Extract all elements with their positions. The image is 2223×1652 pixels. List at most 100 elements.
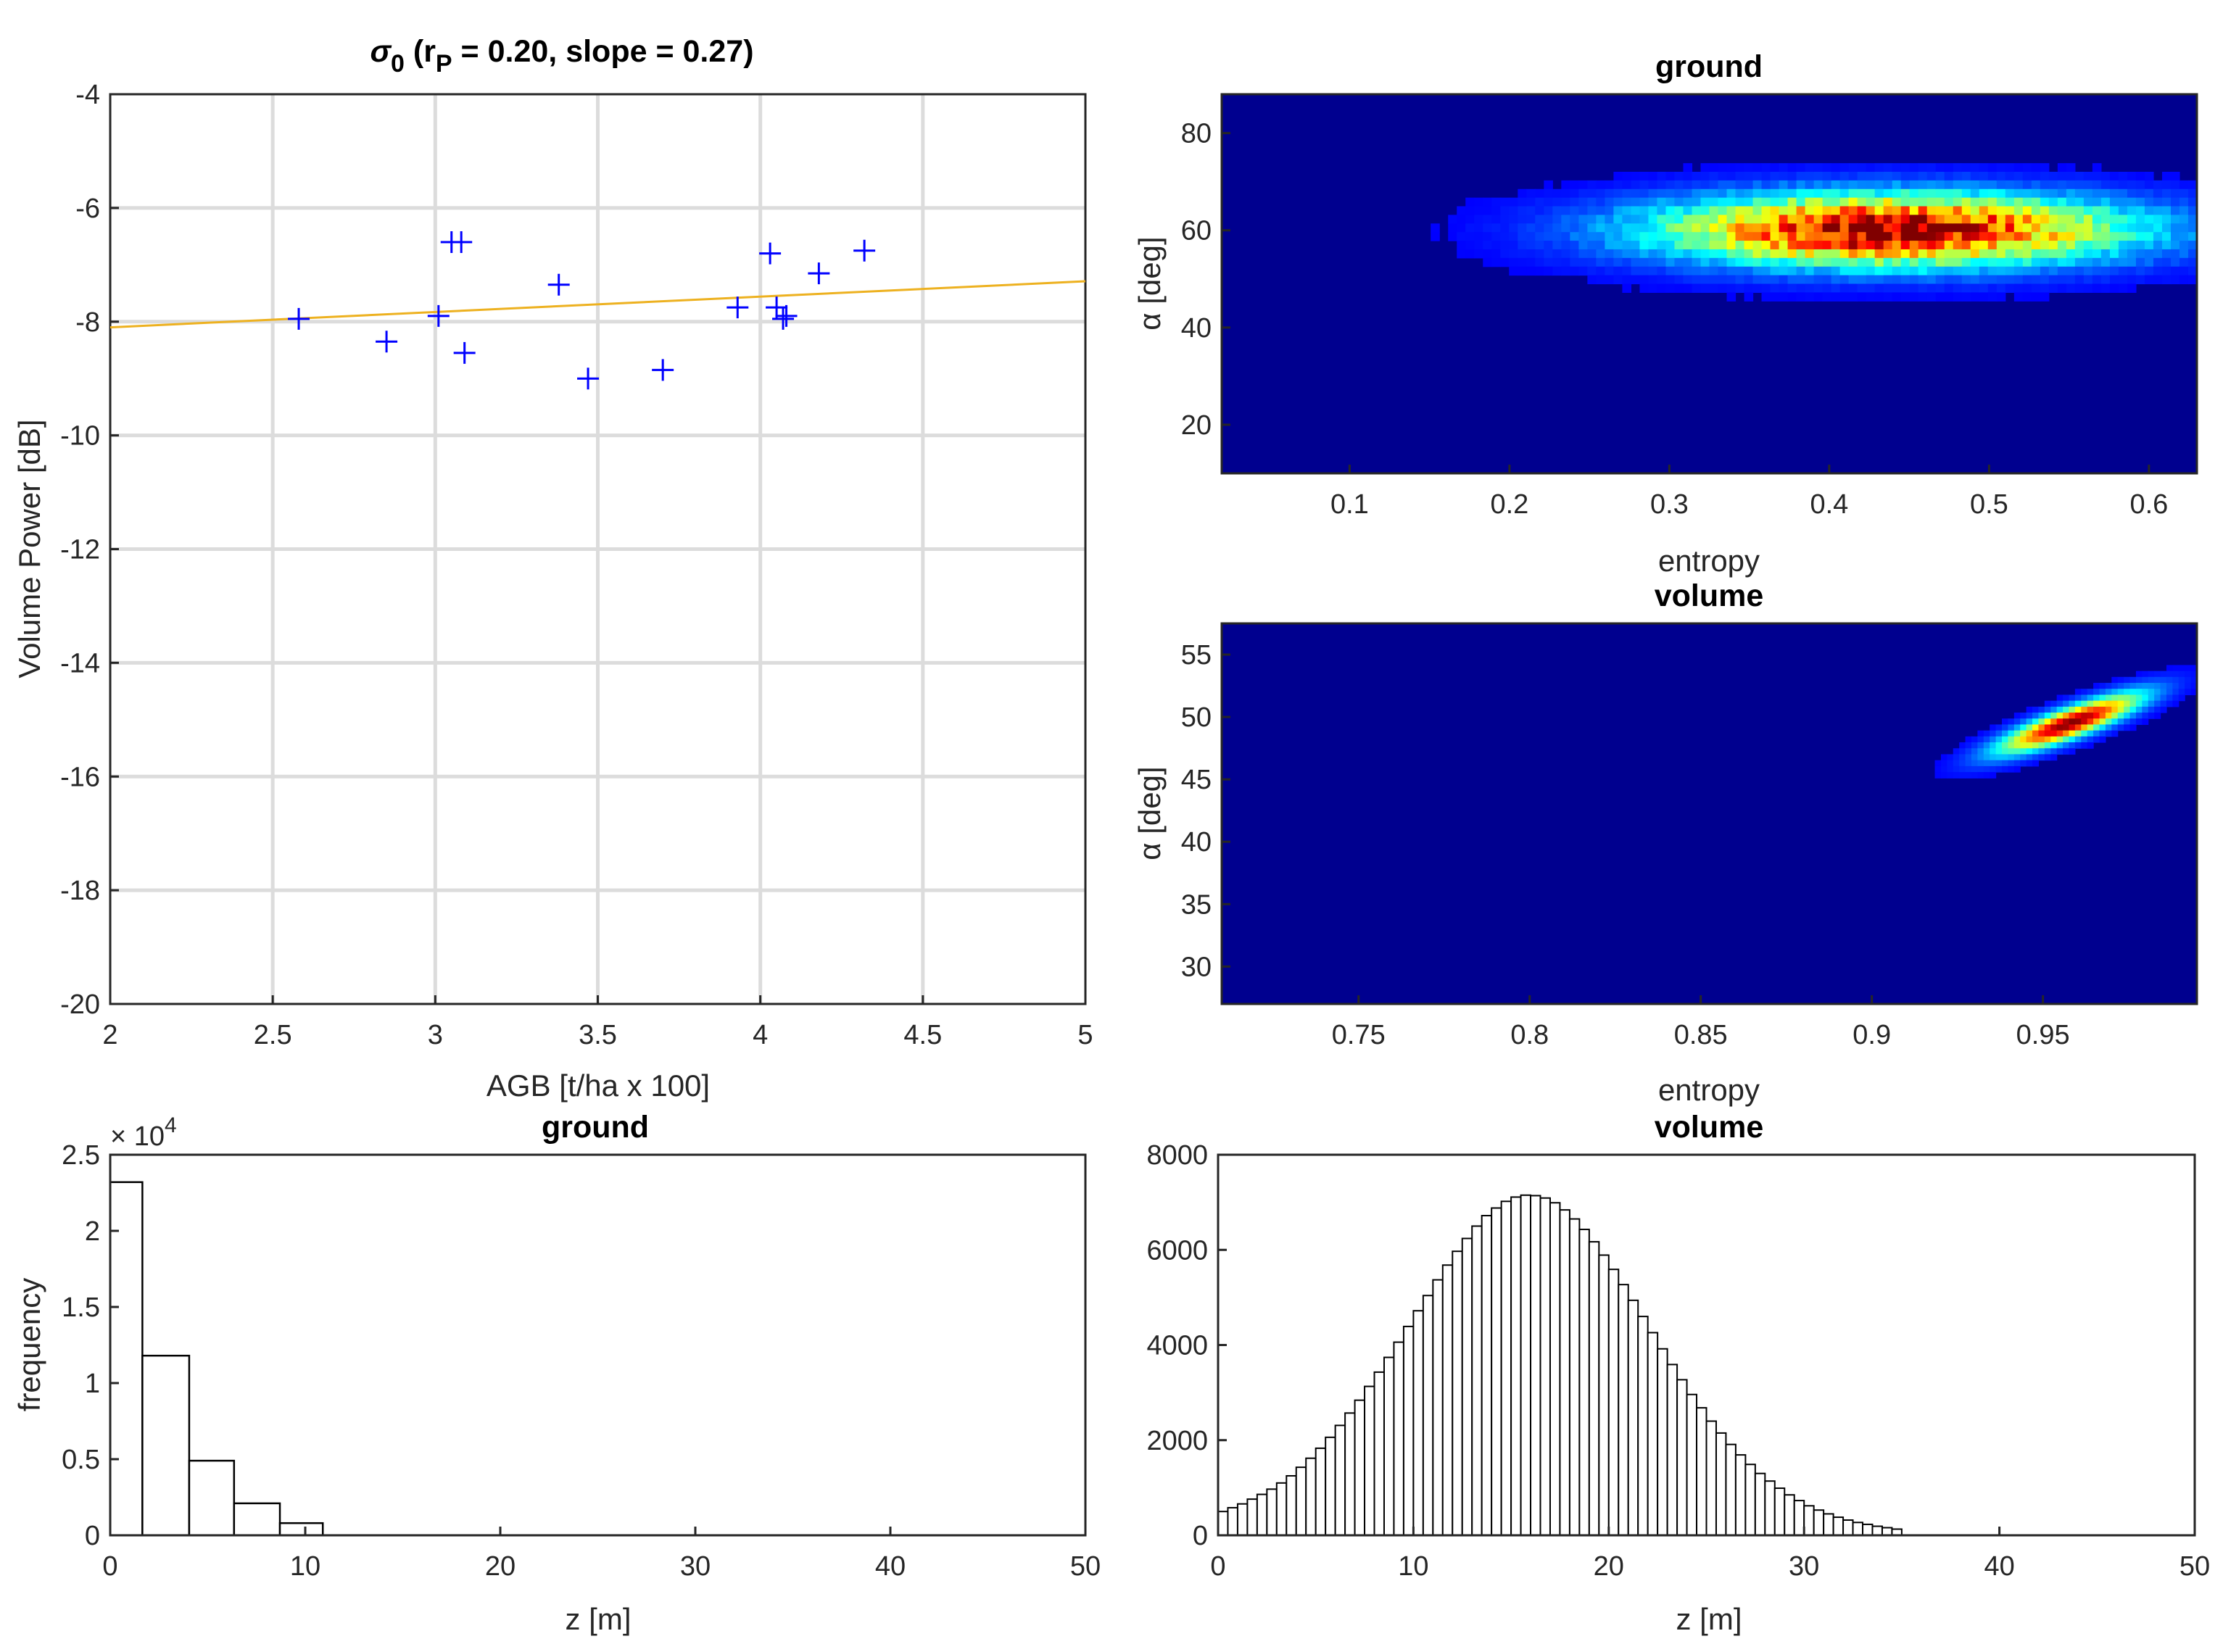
heatmap-cell — [1665, 232, 1676, 241]
heatmap-cell — [1996, 163, 2006, 173]
heatmap-cell — [2050, 706, 2058, 713]
heatmap-cell — [2057, 232, 2067, 241]
heatmap-cell — [1726, 215, 1736, 224]
heatmap-cell — [1552, 249, 1562, 259]
heatmap-cell — [2170, 241, 2180, 250]
x-tick-label: 20 — [485, 1551, 516, 1582]
heatmap-cell — [2087, 689, 2094, 696]
heatmap-cell — [1857, 283, 1867, 293]
heatmap-cell — [2092, 180, 2102, 190]
heatmap-cell — [2056, 724, 2063, 731]
heatmap-cell — [1526, 249, 1536, 259]
heatmap-cell — [1700, 180, 1710, 190]
heatmap-cell — [1613, 206, 1623, 216]
heatmap-cell — [1822, 275, 1832, 285]
heatmap-cell — [1996, 275, 2006, 285]
heatmap-cell — [2005, 197, 2015, 207]
heatmap-cell — [2099, 736, 2106, 743]
heatmap-cell — [1979, 188, 1989, 199]
heatmap-cell — [1665, 180, 1676, 190]
heatmap-cell — [2153, 275, 2163, 285]
heatmap-cell — [1971, 742, 1978, 749]
y-tick-label: 50 — [1181, 702, 1212, 733]
heatmap-cell — [2005, 232, 2015, 241]
histogram-bar — [188, 1459, 236, 1537]
heatmap-cell — [1631, 249, 1641, 259]
heatmap-cell — [1965, 748, 1972, 755]
scatter-point — [775, 304, 798, 327]
heatmap-cell — [1848, 266, 1858, 276]
heatmap-cell — [2142, 706, 2149, 713]
histogram-ground-title: ground — [542, 1110, 649, 1145]
heatmap-cell — [2117, 694, 2124, 702]
sigma-subscript: 0 — [391, 50, 405, 78]
heatmap-ground-y-label: α [deg] — [1133, 236, 1167, 330]
heatmap-cell — [1787, 266, 1797, 276]
heatmap-cell — [2099, 730, 2106, 737]
heatmap-cell — [2063, 730, 2070, 737]
histogram-bar — [1539, 1197, 1551, 1536]
heatmap-cell — [1596, 188, 1605, 199]
heatmap-cell — [1709, 257, 1719, 267]
heatmap-cell — [1535, 257, 1544, 267]
heatmap-cell — [2063, 736, 2070, 743]
heatmap-cell — [2013, 730, 2021, 737]
heatmap-cell — [1787, 180, 1797, 190]
heatmap-cell — [1909, 257, 1919, 267]
heatmap-cell — [1883, 197, 1893, 207]
heatmap-cell — [1700, 223, 1710, 233]
heatmap-cell — [2066, 180, 2076, 190]
heatmap-cell — [1979, 163, 1989, 173]
histogram-bar — [1842, 1519, 1854, 1536]
heatmap-cell — [1813, 215, 1823, 224]
heatmap-cell — [1665, 197, 1676, 207]
heatmap-cell — [1787, 188, 1797, 199]
heatmap-cell — [1648, 171, 1658, 181]
heatmap-cell — [2005, 180, 2015, 190]
heatmap-cell — [1596, 275, 1605, 285]
heatmap-cell — [1613, 180, 1623, 190]
heatmap-cell — [1787, 249, 1797, 259]
heatmap-cell — [2179, 241, 2189, 250]
heatmap-cell — [1779, 206, 1789, 216]
heatmap-cell — [1970, 292, 1980, 302]
scatter-fit-line — [109, 280, 1086, 329]
heatmap-cell — [1622, 180, 1632, 190]
heatmap-cell — [2142, 718, 2149, 726]
heatmap-cell — [2031, 232, 2041, 241]
heatmap-cell — [2170, 206, 2180, 216]
heatmap-cell — [2066, 283, 2076, 293]
heatmap-cell — [2135, 180, 2145, 190]
heatmap-cell — [1866, 241, 1876, 250]
heatmap-cell — [2056, 718, 2063, 726]
heatmap-cell — [2026, 736, 2033, 743]
heatmap-cell — [1744, 171, 1754, 181]
heatmap-cell — [1648, 188, 1658, 199]
heatmap-cell — [1692, 223, 1702, 233]
heatmap-cell — [1909, 206, 1919, 216]
heatmap-cell — [1544, 197, 1553, 207]
heatmap-cell — [2100, 249, 2111, 259]
heatmap-cell — [2022, 292, 2032, 302]
heatmap-cell — [2013, 223, 2024, 233]
heatmap-cell — [2066, 206, 2076, 216]
heatmap-cell — [2022, 283, 2032, 293]
heatmap-cell — [1735, 188, 1745, 199]
heatmap-cell — [1552, 197, 1562, 207]
heatmap-cell — [2074, 171, 2085, 181]
heatmap-cell — [2109, 241, 2119, 250]
heatmap-cell — [1491, 241, 1501, 250]
heatmap-cell — [2022, 197, 2032, 207]
heatmap-cell — [2063, 713, 2070, 719]
heatmap-cell — [2022, 188, 2032, 199]
heatmap-cell — [1735, 163, 1745, 173]
heatmap-cell — [1744, 163, 1754, 173]
heatmap-cell — [1822, 197, 1832, 207]
x-tick-label: 0.3 — [1650, 489, 1689, 520]
heatmap-cell — [1735, 206, 1745, 216]
heatmap-cell — [1509, 206, 1518, 216]
x-tick-label: 50 — [2179, 1551, 2210, 1582]
heatmap-cell — [1874, 163, 1884, 173]
heatmap-cell — [1787, 283, 1797, 293]
heatmap-cell — [1570, 206, 1579, 216]
